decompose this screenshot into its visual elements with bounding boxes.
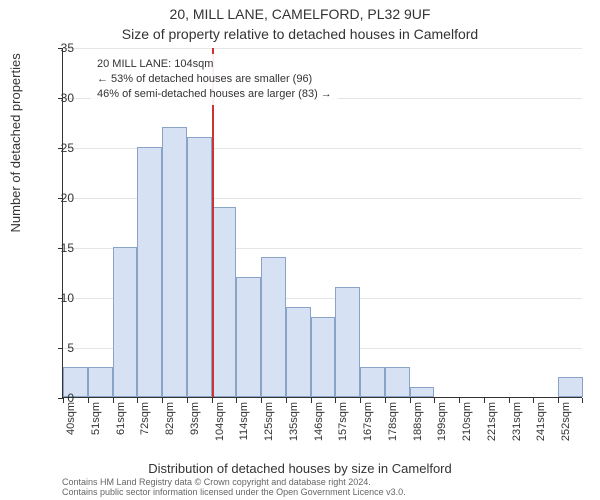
xtick-label: 210sqm [461, 402, 473, 441]
y-axis-label: Number of detached properties [8, 53, 23, 232]
xtick-label: 125sqm [263, 402, 275, 441]
ytick-label: 25 [44, 141, 74, 155]
footer-line-2: Contains public sector information licen… [62, 488, 592, 498]
xtick-label: 114sqm [238, 402, 250, 440]
gridline [63, 48, 582, 49]
histogram-bar [113, 247, 138, 397]
xtick-label: 221sqm [486, 402, 498, 441]
histogram-bar [187, 137, 212, 397]
ytick-label: 20 [44, 191, 74, 205]
xtick-label: 51sqm [90, 402, 102, 435]
histogram-bar [212, 207, 237, 397]
xtick-mark [113, 398, 114, 403]
xtick-mark [509, 398, 510, 403]
xtick-label: 104sqm [214, 402, 226, 441]
xtick-label: 135sqm [288, 402, 300, 441]
xtick-label: 167sqm [362, 402, 374, 441]
histogram-bar [236, 277, 261, 397]
histogram-bar [385, 367, 410, 397]
xtick-label: 231sqm [511, 402, 523, 441]
histogram-bar [137, 147, 162, 397]
xtick-label: 72sqm [139, 402, 151, 435]
annotation-line-1: 20 MILL LANE: 104sqm [97, 57, 332, 72]
footer-attribution: Contains HM Land Registry data © Crown c… [62, 478, 592, 498]
ytick-label: 15 [44, 241, 74, 255]
property-histogram-chart: 20, MILL LANE, CAMELFORD, PL32 9UF Size … [0, 0, 600, 500]
xtick-label: 241sqm [535, 402, 547, 441]
ytick-label: 10 [44, 291, 74, 305]
histogram-bar [335, 287, 360, 397]
histogram-bar [162, 127, 187, 397]
histogram-bar [410, 387, 435, 397]
xtick-mark [187, 398, 188, 403]
annotation-line-2: ← 53% of detached houses are smaller (96… [97, 72, 332, 87]
annotation-box: 20 MILL LANE: 104sqm← 53% of detached ho… [91, 54, 338, 105]
xtick-label: 157sqm [337, 402, 349, 441]
xtick-label: 93sqm [189, 402, 201, 435]
ytick-label: 35 [44, 41, 74, 55]
xtick-mark [410, 398, 411, 403]
histogram-bar [286, 307, 311, 397]
xtick-mark [286, 398, 287, 403]
xtick-mark [360, 398, 361, 403]
annotation-line-3: 46% of semi-detached houses are larger (… [97, 87, 332, 102]
ytick-label: 0 [44, 391, 74, 405]
xtick-mark [261, 398, 262, 403]
xtick-label: 178sqm [387, 402, 399, 441]
plot-area: 40sqm51sqm61sqm72sqm82sqm93sqm104sqm114s… [62, 48, 582, 398]
ytick-label: 5 [44, 341, 74, 355]
xtick-label: 252sqm [560, 402, 572, 441]
xtick-mark [484, 398, 485, 403]
xtick-mark [162, 398, 163, 403]
xtick-mark [582, 398, 583, 403]
xtick-label: 199sqm [436, 402, 448, 441]
xtick-label: 61sqm [115, 402, 127, 435]
x-axis-label: Distribution of detached houses by size … [0, 461, 600, 476]
histogram-bar [558, 377, 583, 397]
xtick-label: 146sqm [313, 402, 325, 441]
chart-title-subtitle: Size of property relative to detached ho… [0, 26, 600, 42]
histogram-bar [311, 317, 336, 397]
histogram-bar [261, 257, 286, 397]
xtick-mark [311, 398, 312, 403]
xtick-label: 82sqm [164, 402, 176, 435]
chart-title-address: 20, MILL LANE, CAMELFORD, PL32 9UF [0, 6, 600, 22]
ytick-label: 30 [44, 91, 74, 105]
xtick-label: 188sqm [412, 402, 424, 441]
histogram-bar [360, 367, 385, 397]
xtick-label: 40sqm [65, 402, 77, 435]
xtick-mark [385, 398, 386, 403]
xtick-mark [212, 398, 213, 403]
xtick-mark [88, 398, 89, 403]
histogram-bar [88, 367, 113, 397]
